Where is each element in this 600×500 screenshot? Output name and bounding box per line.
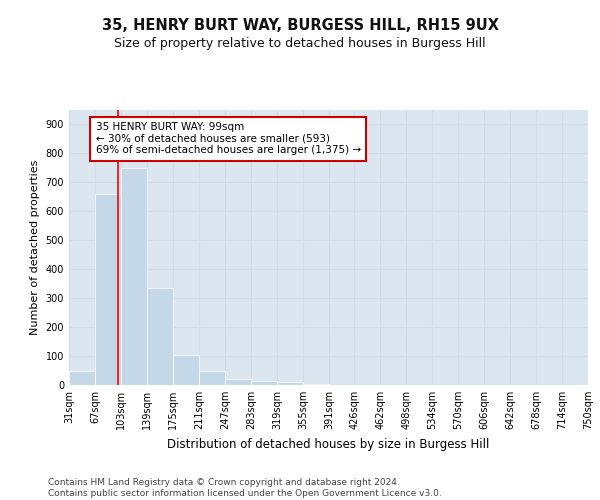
Bar bbox=[303, 384, 329, 385]
Text: Contains HM Land Registry data © Crown copyright and database right 2024.
Contai: Contains HM Land Registry data © Crown c… bbox=[48, 478, 442, 498]
Bar bbox=[225, 378, 251, 385]
Text: 35, HENRY BURT WAY, BURGESS HILL, RH15 9UX: 35, HENRY BURT WAY, BURGESS HILL, RH15 9… bbox=[101, 18, 499, 32]
Bar bbox=[173, 354, 199, 385]
Y-axis label: Number of detached properties: Number of detached properties bbox=[30, 160, 40, 335]
Bar bbox=[121, 168, 147, 385]
Bar bbox=[95, 194, 121, 385]
Bar bbox=[251, 380, 277, 385]
Text: Size of property relative to detached houses in Burgess Hill: Size of property relative to detached ho… bbox=[114, 38, 486, 51]
X-axis label: Distribution of detached houses by size in Burgess Hill: Distribution of detached houses by size … bbox=[167, 438, 490, 450]
Bar bbox=[147, 288, 173, 385]
Bar bbox=[277, 382, 303, 385]
Bar bbox=[199, 371, 225, 385]
Bar bbox=[69, 371, 95, 385]
Text: 35 HENRY BURT WAY: 99sqm
← 30% of detached houses are smaller (593)
69% of semi-: 35 HENRY BURT WAY: 99sqm ← 30% of detach… bbox=[96, 122, 361, 156]
